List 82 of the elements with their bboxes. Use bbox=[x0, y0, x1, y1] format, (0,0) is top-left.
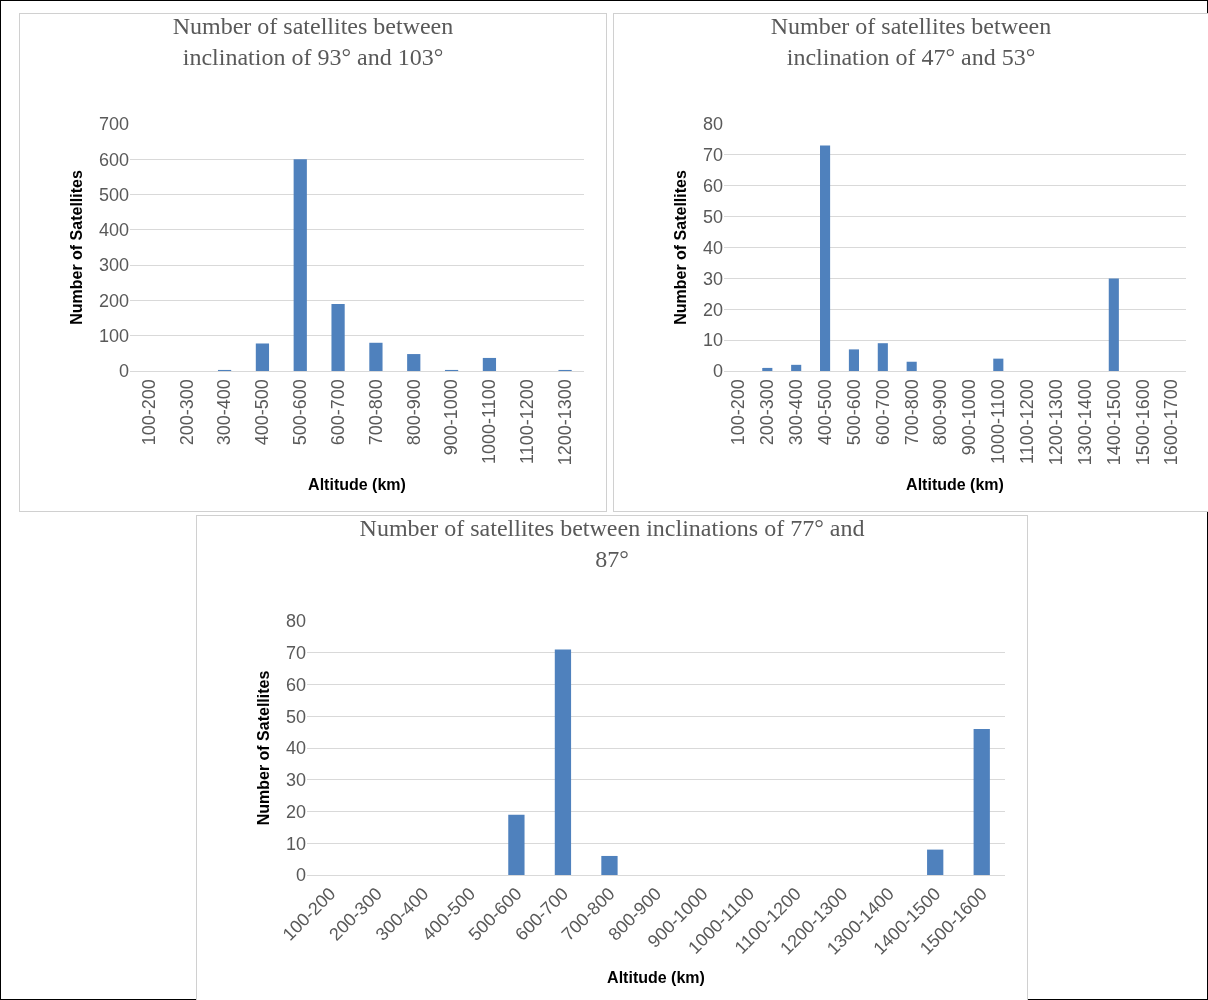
x-tick-label: 1500-1600 bbox=[1132, 379, 1153, 466]
bar bbox=[407, 354, 421, 371]
x-tick-label: 300-400 bbox=[214, 379, 235, 446]
y-tick-label: 80 bbox=[702, 114, 723, 135]
bar bbox=[293, 159, 307, 371]
y-tick-label: 20 bbox=[285, 801, 306, 822]
x-tick-label: 1200-1300 bbox=[1045, 379, 1066, 466]
y-tick-label: 10 bbox=[702, 330, 723, 351]
x-tick-label: 1300-1400 bbox=[1074, 379, 1095, 466]
y-tick-label: 400 bbox=[98, 220, 129, 241]
bar bbox=[848, 349, 859, 371]
x-tick-label: 600-700 bbox=[872, 379, 893, 446]
bar bbox=[255, 343, 270, 371]
y-tick-label: 500 bbox=[98, 184, 129, 205]
chart-title: Number of satellites between inclination of 47° and 53° bbox=[770, 13, 1052, 71]
x-tick-label: 700-800 bbox=[901, 379, 922, 446]
x-tick-label: 1200-1300 bbox=[554, 379, 575, 466]
y-tick-label: 30 bbox=[285, 770, 306, 791]
y-tick-label: 0 bbox=[118, 361, 129, 382]
x-tick-label: 200-300 bbox=[176, 379, 197, 446]
x-tick-label: 1600-1700 bbox=[1161, 379, 1182, 466]
x-tick-label: 600-700 bbox=[327, 379, 348, 446]
x-axis-title: Altitude (km) bbox=[607, 969, 705, 987]
x-tick-label: 500-600 bbox=[843, 379, 864, 446]
y-tick-label: 0 bbox=[295, 865, 306, 886]
x-tick-label: 1000-1100 bbox=[479, 379, 500, 464]
y-tick-label: 70 bbox=[285, 643, 306, 664]
x-tick-label: 100-200 bbox=[728, 379, 749, 446]
y-tick-label: 100 bbox=[98, 326, 129, 347]
x-tick-label: 800-900 bbox=[403, 379, 424, 446]
x-tick-label: 300-400 bbox=[786, 379, 807, 446]
x-tick-label: 100-200 bbox=[138, 379, 159, 446]
y-tick-label: 40 bbox=[285, 738, 306, 759]
bar bbox=[331, 303, 345, 371]
y-tick-label: 300 bbox=[98, 255, 129, 276]
y-tick-label: 70 bbox=[702, 145, 723, 166]
y-tick-label: 60 bbox=[285, 674, 306, 695]
chart-title: Number of satellites between inclination of 93° and 103° bbox=[172, 13, 454, 71]
y-axis-title: Number of Satellites bbox=[67, 170, 85, 325]
bar bbox=[601, 855, 618, 875]
bar bbox=[554, 649, 572, 875]
y-tick-label: 200 bbox=[98, 290, 129, 311]
y-tick-label: 0 bbox=[712, 361, 723, 382]
x-tick-label: 1000-1100 bbox=[988, 379, 1009, 464]
y-tick-label: 600 bbox=[98, 149, 129, 170]
y-tick-label: 40 bbox=[702, 237, 723, 258]
x-tick-label: 900-1000 bbox=[441, 379, 462, 456]
y-axis-title: Number of Satellites bbox=[671, 170, 689, 325]
bar bbox=[906, 361, 917, 371]
x-tick-label: 700-800 bbox=[365, 379, 386, 446]
x-axis-title: Altitude (km) bbox=[906, 475, 1004, 493]
y-tick-label: 50 bbox=[285, 706, 306, 727]
y-axis-title: Number of Satellites bbox=[254, 670, 272, 826]
y-tick-label: 700 bbox=[98, 114, 129, 135]
x-tick-label: 200-300 bbox=[757, 379, 778, 446]
x-tick-label: 1100-1200 bbox=[517, 379, 538, 464]
bar bbox=[508, 814, 525, 875]
x-axis-title: Altitude (km) bbox=[308, 475, 406, 493]
bar bbox=[973, 728, 990, 875]
bar bbox=[877, 343, 888, 371]
bar bbox=[791, 364, 802, 371]
y-tick-label: 10 bbox=[285, 833, 306, 854]
x-tick-label: 800-900 bbox=[930, 379, 951, 446]
bar bbox=[993, 358, 1004, 371]
x-tick-label: 1100-1200 bbox=[1017, 379, 1038, 464]
bar bbox=[927, 849, 944, 875]
x-tick-label: 500-600 bbox=[290, 379, 311, 446]
y-tick-label: 60 bbox=[702, 176, 723, 197]
bar bbox=[762, 367, 773, 371]
y-tick-label: 80 bbox=[285, 611, 306, 632]
x-tick-label: 400-500 bbox=[814, 379, 835, 446]
bar bbox=[482, 357, 497, 371]
y-tick-label: 30 bbox=[702, 268, 723, 289]
bar bbox=[1108, 278, 1119, 371]
y-tick-label: 50 bbox=[702, 206, 723, 227]
bar bbox=[369, 342, 383, 371]
bar bbox=[820, 145, 831, 371]
chart-title: Number of satellites between inclinations of 77° and 87° bbox=[359, 515, 865, 573]
y-tick-label: 20 bbox=[702, 299, 723, 320]
x-tick-label: 900-1000 bbox=[959, 379, 980, 456]
x-tick-label: 400-500 bbox=[252, 379, 273, 446]
x-tick-label: 1400-1500 bbox=[1103, 379, 1124, 466]
